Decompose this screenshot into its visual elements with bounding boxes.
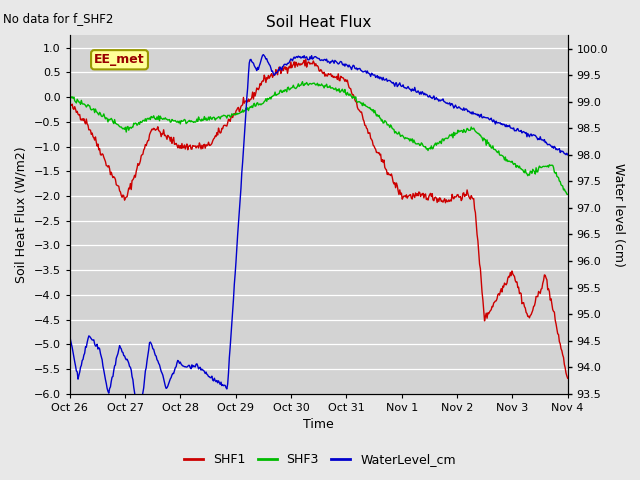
- Legend: SHF1, SHF3, WaterLevel_cm: SHF1, SHF3, WaterLevel_cm: [179, 448, 461, 471]
- Y-axis label: Soil Heat Flux (W/m2): Soil Heat Flux (W/m2): [15, 146, 28, 283]
- X-axis label: Time: Time: [303, 419, 334, 432]
- Y-axis label: Water level (cm): Water level (cm): [612, 163, 625, 266]
- Text: EE_met: EE_met: [94, 53, 145, 66]
- Title: Soil Heat Flux: Soil Heat Flux: [266, 15, 371, 30]
- Text: No data for f_SHF2: No data for f_SHF2: [3, 12, 113, 25]
